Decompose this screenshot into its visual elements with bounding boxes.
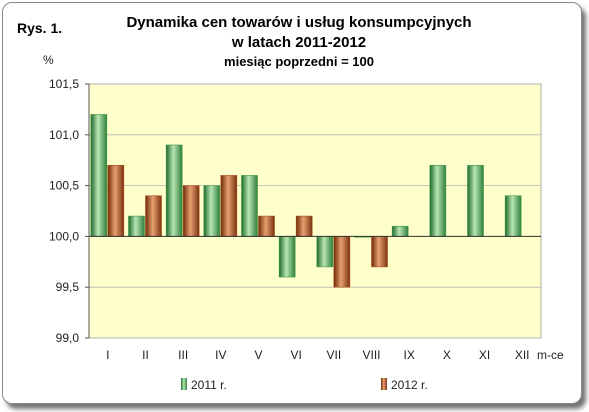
chart-title-line2: w latach 2011-2012 [231,34,366,51]
bar-2011r-XII [504,195,522,237]
x-tick-label: I [106,348,109,362]
bar-2012r-VII [333,236,351,288]
x-tick-label: X [443,348,451,362]
x-axis-label: m-ce [537,348,564,362]
figure-label: Rys. 1. [17,20,62,36]
bar-2011r-V [241,175,258,237]
x-tick-label: XII [515,348,530,362]
chart-frame: Rys. 1. Dynamika cen towarów i usług kon… [2,2,582,404]
y-tick-label: 101,0 [49,128,79,142]
x-tick-label: V [254,348,262,362]
bar-2011r-XI [467,164,484,237]
x-tick-label: VIII [362,348,380,362]
x-tick-label: IV [215,348,226,362]
bar-2012r-II [145,195,162,237]
bar-2011r-X [429,164,447,237]
x-tick-label: III [178,348,188,362]
legend-label-2011: 2011 r. [191,378,227,392]
bar-2011r-VI [278,236,296,278]
y-tick-label: 100,0 [49,229,79,243]
bar-2012r-V [258,215,275,237]
y-tick-label: 99,0 [56,331,80,345]
bar-2012r-VIII [371,236,388,268]
legend-label-2012: 2012 r. [391,378,428,392]
legend-swatch-2011 [181,378,187,390]
bar-2011r-I [90,114,108,237]
bar-2012r-IV [220,175,238,237]
bar-2012r-I [107,164,125,237]
bar-2011r-IV [203,185,221,237]
bar-2011r-II [128,215,145,237]
bar-2011r-VII [316,236,334,268]
y-tick-label: 100,5 [49,179,79,193]
bar-2011r-IX [391,225,409,237]
legend-swatch-2012 [381,378,387,390]
plot-area [88,83,542,339]
y-tick-label: 99,5 [56,280,80,294]
legend: 2011 r. 2012 r. [181,378,428,392]
x-tick-label: VI [290,348,301,362]
bar-2011r-III [165,144,183,237]
bar-2012r-VI [295,215,313,237]
chart-canvas: Rys. 1. Dynamika cen towarów i usług kon… [17,14,564,392]
x-axis-ticks: I II III IV V VI VII VIII IX X XI XII [106,348,529,362]
y-axis-unit: % [43,53,54,67]
x-tick-label: II [142,348,149,362]
y-axis-ticks: 99,0 99,5 100,0 100,5 101,0 101,5 [49,77,89,345]
x-tick-label: IX [403,348,414,362]
bar-2012r-III [182,185,200,237]
chart-title: Dynamika cen towarów i usług konsumpcyjn… [126,14,471,31]
y-tick-label: 101,5 [49,77,79,91]
x-tick-label: VII [326,348,341,362]
x-tick-label: XI [479,348,490,362]
chart-subtitle: miesiąc poprzedni = 100 [224,54,374,69]
bars [90,114,522,288]
